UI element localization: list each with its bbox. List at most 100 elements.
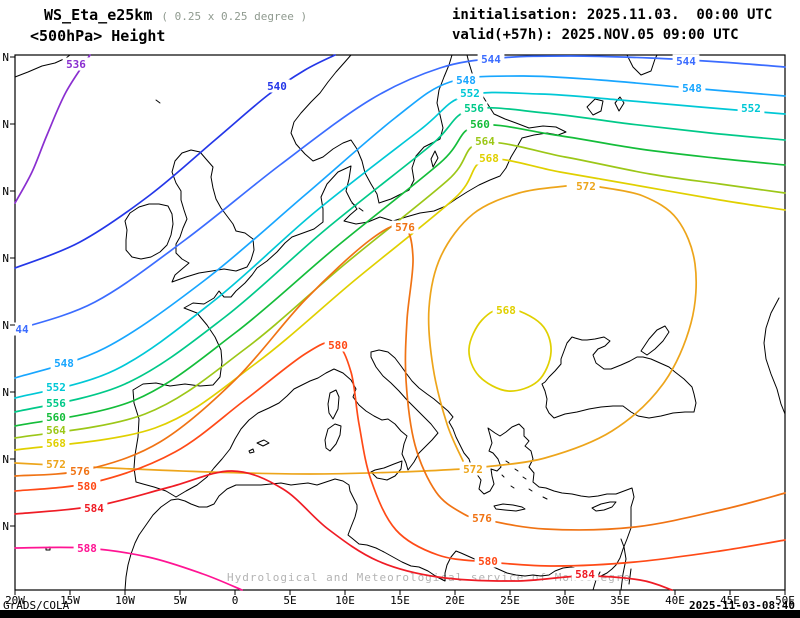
contour-label: 576 <box>70 465 90 478</box>
contour-label-box <box>11 322 33 336</box>
coastline <box>493 503 526 512</box>
contour-label-box <box>66 464 94 478</box>
coastline <box>124 349 635 591</box>
valid-time: valid(+57h): 2025.NOV.05 09:00 UTC <box>452 27 739 43</box>
contour-label-box <box>672 54 700 68</box>
lon-tick-label: 50E <box>775 594 795 607</box>
map-frame <box>14 54 786 591</box>
coastline <box>614 96 625 112</box>
lon-tick-label: 35E <box>610 594 630 607</box>
contour-label-box <box>468 511 496 525</box>
lat-tick-label: N <box>2 520 9 533</box>
coastline <box>542 496 548 500</box>
contour-line-572 <box>427 185 567 462</box>
contour-label-box <box>80 501 108 515</box>
contour-label-box <box>73 479 101 493</box>
lon-tick-label: 25E <box>500 594 520 607</box>
coastline <box>248 448 255 454</box>
field-title: <500hPa> Height <box>30 27 166 45</box>
lon-tick-label: 40E <box>665 594 685 607</box>
contour-label: 560 <box>470 118 490 131</box>
bottom-black-bar <box>0 610 800 618</box>
coastline <box>327 389 340 420</box>
lat-tick-label: N <box>2 252 9 265</box>
contour-label: 552 <box>46 381 66 394</box>
contour-label-box <box>42 396 70 410</box>
contour-label: 548 <box>682 82 702 95</box>
coastline <box>132 54 567 498</box>
lon-tick-label: 0 <box>232 594 239 607</box>
contour-line-572 <box>483 186 698 468</box>
lon-tick-label: 20W <box>5 594 25 607</box>
contour-label-box <box>572 179 600 193</box>
contour-label: 564 <box>46 424 66 437</box>
contour-label: 556 <box>464 102 484 115</box>
contour-line-548 <box>14 75 786 379</box>
contour-line-540 <box>14 54 336 269</box>
lat-tick-label: N <box>2 118 9 131</box>
model-name: WS_Eta_e25km <box>44 6 153 24</box>
contour-label-box <box>492 303 520 317</box>
coastline <box>324 423 342 452</box>
contour-line-560 <box>14 123 786 427</box>
contour-label: 576 <box>395 221 415 234</box>
contour-label-box <box>737 101 765 115</box>
contour-label: 580 <box>328 339 348 352</box>
contour-label-box <box>471 134 499 148</box>
contour-label: 544 <box>481 53 501 66</box>
contour-label-box <box>460 101 488 115</box>
lon-tick-label: 30E <box>555 594 575 607</box>
contour-label-box <box>475 151 503 165</box>
contour-label-box <box>50 356 78 370</box>
coastline <box>510 485 515 489</box>
contour-label: 568 <box>496 304 516 317</box>
coastline <box>358 207 364 212</box>
coastline <box>505 460 510 464</box>
coastline <box>586 98 604 116</box>
coastline <box>620 538 627 591</box>
contour-label: 576 <box>472 512 492 525</box>
lat-tick-label: N <box>2 453 9 466</box>
contour-label: 44 <box>15 323 29 336</box>
contour-label: 572 <box>576 180 596 193</box>
coastline <box>370 460 403 481</box>
contour-label-box <box>62 57 90 71</box>
contour-label-box <box>466 117 494 131</box>
coastline <box>501 474 505 478</box>
contour-label-box <box>42 423 70 437</box>
coastline <box>14 54 71 78</box>
contour-label-box <box>571 567 599 581</box>
contour-label: 580 <box>77 480 97 493</box>
contour-line-556 <box>14 106 786 413</box>
coastline <box>290 54 453 204</box>
contour-label: 572 <box>463 463 483 476</box>
lat-tick-label: N <box>2 319 9 332</box>
contour-line-580 <box>14 341 786 567</box>
contour-label-box <box>477 52 505 66</box>
contour-label-box <box>73 541 101 555</box>
contour-line-588 <box>14 546 243 591</box>
coastline <box>522 476 527 480</box>
contour-label-box <box>452 73 480 87</box>
initialisation-time: initialisation: 2025.11.03. 00:00 UTC <box>452 7 773 23</box>
contour-label: 568 <box>46 437 66 450</box>
coastline <box>763 297 786 415</box>
coastline <box>155 99 161 104</box>
lon-tick-label: 5W <box>173 594 187 607</box>
contour-label-box <box>42 410 70 424</box>
contour-line-576 <box>14 224 786 531</box>
contour-label: 548 <box>54 357 74 370</box>
lon-tick-label: 15E <box>390 594 410 607</box>
contour-label: 552 <box>741 102 761 115</box>
contour-line-568 <box>14 158 786 451</box>
contour-label: 544 <box>676 55 696 68</box>
coastline <box>591 501 617 512</box>
coastline <box>124 203 174 260</box>
contour-label-box <box>324 338 352 352</box>
contour-line-564 <box>14 141 786 439</box>
contour-label: 588 <box>77 542 97 555</box>
contour-label: 580 <box>478 555 498 568</box>
creation-timestamp: 2025-11-03-08:40 <box>689 599 795 612</box>
